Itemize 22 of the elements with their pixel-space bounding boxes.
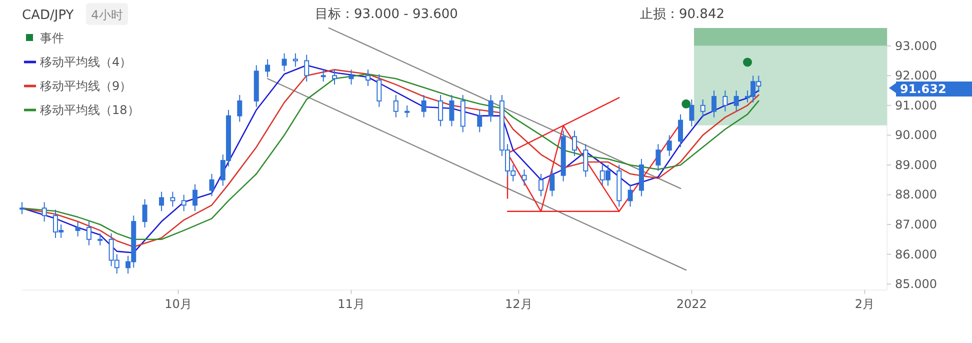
x-tick-label: 2月 [854, 297, 874, 311]
legend-label: 移动平均线（4） [40, 55, 132, 69]
y-tick-label: 93.000 [895, 38, 937, 53]
y-tick-label: 88.000 [895, 188, 937, 202]
y-tick-label: 86.000 [895, 247, 937, 262]
y-tick-label: 89.000 [895, 158, 937, 172]
legend-label: 移动平均线（18） [40, 103, 140, 117]
x-tick-label: 10月 [164, 297, 192, 311]
y-tick-label: 90.000 [895, 128, 937, 142]
chart-subtitle: 4小时 [91, 8, 123, 22]
x-tick-label: 2022 [676, 297, 707, 311]
x-tick-label: 12月 [505, 297, 532, 311]
legend-label: 事件 [40, 31, 64, 45]
text: 止损：90.842 [640, 7, 724, 22]
legend-label: 移动平均线（9） [40, 79, 132, 93]
y-tick-label: 91.000 [895, 98, 937, 112]
text: 目标：93.000 - 93.600 [315, 7, 458, 22]
chart-title: CAD/JPY [22, 8, 74, 23]
y-tick-label: 92.000 [895, 68, 937, 83]
y-tick-label: 85.000 [895, 277, 937, 292]
y-tick-label: 87.000 [895, 218, 937, 232]
x-tick-label: 11月 [338, 297, 365, 311]
